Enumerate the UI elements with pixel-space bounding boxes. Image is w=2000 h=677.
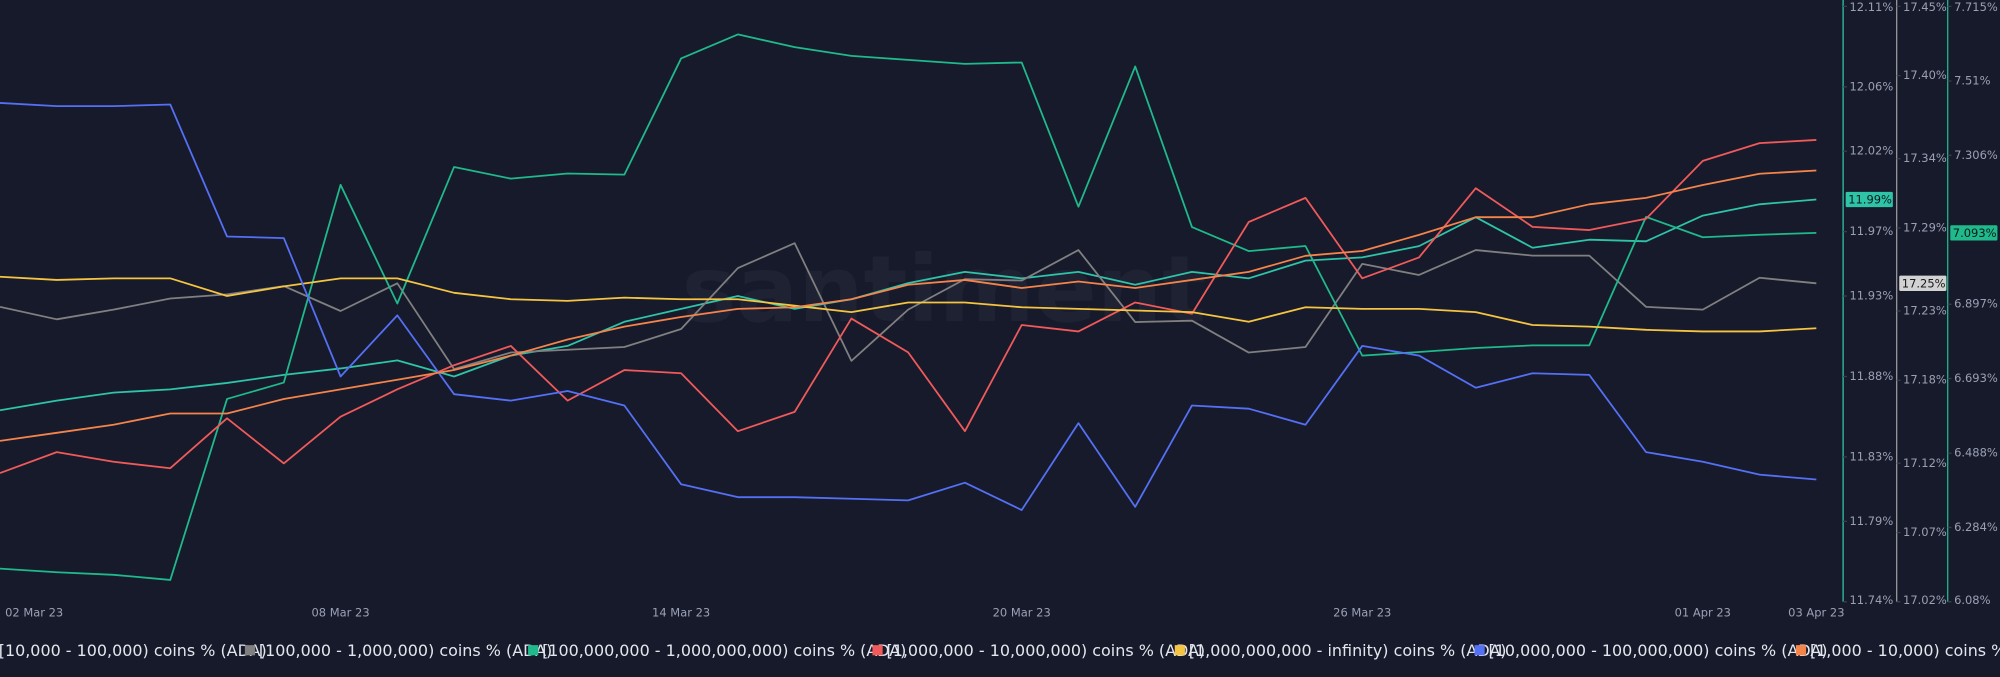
legend-swatch	[244, 645, 256, 656]
value-badge-label: 11.99%	[1848, 193, 1892, 207]
legend-swatch	[1174, 645, 1185, 656]
legend-swatch	[528, 645, 539, 656]
y-tick-label: 17.23%	[1903, 304, 1947, 318]
legend-label: [100,000,000 - 1,000,000,000) coins % (A…	[542, 641, 906, 660]
legend-label: [100,000 - 1,000,000) coins % (ADA)	[259, 641, 552, 660]
legend-swatch	[872, 645, 883, 656]
series-line	[0, 198, 1817, 412]
legend-label: [1,000,000,000 - infinity) coins % (ADA)	[1189, 641, 1507, 660]
y-tick-label: 11.88%	[1849, 369, 1893, 383]
y-tick-label: 6.08%	[1954, 593, 1991, 607]
y-tick-label: 17.07%	[1903, 525, 1947, 539]
x-tick-label: 08 Mar 23	[311, 606, 369, 620]
y-tick-label: 11.83%	[1849, 449, 1893, 463]
legend-label: [10,000 - 100,000) coins % (ADA)	[0, 641, 267, 660]
y-tick-label: 6.284%	[1954, 520, 1998, 534]
y-tick-label: 6.693%	[1954, 371, 1998, 385]
y-tick-label: 17.29%	[1903, 220, 1947, 234]
legend-swatch	[1474, 645, 1485, 656]
legend-label: [1,000,000 - 10,000,000) coins % (ADA)	[886, 641, 1205, 660]
value-badge-label: 7.093%	[1953, 226, 1997, 240]
x-tick-label: 02 Mar 23	[5, 606, 63, 620]
x-tick-label: 20 Mar 23	[993, 606, 1051, 620]
y-tick-label: 17.40%	[1903, 68, 1947, 82]
value-badge-label: 17.25%	[1902, 276, 1946, 290]
legend-label: [10,000,000 - 100,000,000) coins % (ADA)	[1489, 641, 1828, 660]
legend-label: [1,000 - 10,000) coins % (ADA)	[1810, 641, 2000, 660]
y-tick-label: 12.02%	[1849, 144, 1893, 158]
y-tick-label: 12.11%	[1849, 0, 1893, 14]
x-tick-label: 26 Mar 23	[1333, 606, 1391, 620]
y-tick-label: 17.18%	[1903, 373, 1947, 387]
y-tick-label: 17.02%	[1903, 593, 1947, 607]
value-badge	[1845, 191, 1893, 208]
series-line	[0, 102, 1817, 511]
y-tick-label: 11.93%	[1849, 289, 1893, 303]
value-badge	[1899, 275, 1947, 291]
series-line	[0, 169, 1817, 442]
y-tick-label: 17.45%	[1903, 0, 1947, 14]
x-tick-label: 01 Apr 23	[1675, 606, 1731, 620]
y-tick-label: 7.715%	[1954, 0, 1998, 14]
value-badge	[1950, 225, 1998, 241]
series-line	[0, 33, 1817, 581]
y-tick-label: 12.06%	[1849, 79, 1893, 93]
y-tick-label: 17.12%	[1903, 456, 1947, 470]
series-line	[0, 139, 1817, 474]
y-tick-label: 11.74%	[1849, 593, 1893, 607]
y-tick-label: 6.488%	[1954, 446, 1998, 460]
y-tick-label: 11.97%	[1849, 224, 1893, 238]
series-line	[0, 242, 1817, 371]
legend-swatch	[1795, 645, 1807, 656]
x-tick-label: 03 Apr 23	[1788, 606, 1844, 620]
y-tick-label: 7.306%	[1954, 148, 1998, 162]
y-tick-label: 17.34%	[1903, 151, 1947, 165]
y-tick-label: 11.79%	[1849, 514, 1893, 528]
y-tick-label: 7.51%	[1954, 74, 1991, 88]
y-tick-label: 6.897%	[1954, 297, 1998, 311]
x-tick-label: 14 Mar 23	[652, 606, 710, 620]
